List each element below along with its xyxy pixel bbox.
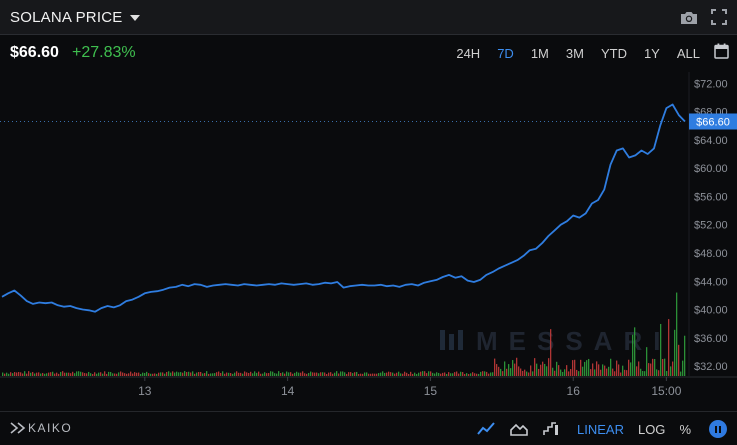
- pause-icon[interactable]: [709, 420, 727, 438]
- y-tick-label: $48.00: [694, 248, 728, 260]
- y-tick-label: $40.00: [694, 305, 728, 317]
- asset-selector[interactable]: SOLANA PRICE: [10, 0, 141, 34]
- range-1y[interactable]: 1Y: [643, 46, 660, 61]
- range-ytd[interactable]: YTD: [600, 46, 627, 61]
- chart-title: SOLANA PRICE: [10, 8, 123, 26]
- range-24h[interactable]: 24H: [456, 46, 481, 61]
- camera-icon[interactable]: [679, 7, 699, 27]
- y-tick-label: $52.00: [694, 220, 728, 232]
- x-tick-label: 15: [424, 384, 438, 398]
- area-chart-icon[interactable]: [508, 419, 530, 439]
- x-tick-label: 14: [281, 384, 295, 398]
- candlestick-chart-icon[interactable]: [541, 419, 563, 439]
- y-tick-label: $64.00: [694, 135, 728, 147]
- range-1m[interactable]: 1M: [530, 46, 549, 61]
- scale-log[interactable]: LOG: [637, 421, 666, 437]
- x-tick-label: 15:00: [651, 384, 681, 398]
- scale-percent[interactable]: %: [679, 421, 691, 437]
- messari-watermark: MESSARI: [440, 326, 671, 356]
- caret-down-icon: [130, 15, 141, 21]
- x-tick-label: 16: [567, 384, 581, 398]
- y-tick-label: $36.00: [694, 333, 728, 345]
- calendar-icon[interactable]: [714, 43, 729, 64]
- volume-bars: [2, 292, 686, 376]
- fullscreen-icon[interactable]: [709, 7, 729, 27]
- messari-logo-icon: [440, 330, 463, 350]
- scale-linear[interactable]: LINEAR: [577, 421, 624, 437]
- last-price-label: $66.60: [696, 116, 730, 128]
- x-axis: 13 14 15 16 15:00: [0, 376, 737, 398]
- price-change: +27.83%: [72, 44, 136, 61]
- chart-footer-bar: KAIKO LINEAR LOG %: [0, 411, 737, 445]
- range-all[interactable]: ALL: [676, 46, 700, 61]
- current-price: $66.60: [10, 44, 59, 61]
- price-line: [1, 103, 686, 313]
- line-chart-icon[interactable]: [475, 419, 497, 439]
- chart-header-bar: SOLANA PRICE: [0, 0, 737, 35]
- kaiko-logo-icon: [10, 422, 26, 434]
- price-row: $66.60 +27.83% 24H 7D 1M 3M YTD 1Y ALL: [0, 34, 737, 72]
- price-chart[interactable]: MESSARI $72.00$68.00$64.00$60.00$56.00$5…: [0, 72, 737, 411]
- x-tick-label: 13: [138, 384, 152, 398]
- y-tick-label: $60.00: [694, 163, 728, 175]
- y-tick-label: $56.00: [694, 191, 728, 203]
- last-price-badge: [689, 113, 737, 130]
- y-axis: $72.00$68.00$64.00$60.00$56.00$52.00$48.…: [688, 72, 728, 376]
- range-3m[interactable]: 3M: [565, 46, 584, 61]
- y-tick-label: $44.00: [694, 276, 728, 288]
- y-tick-label: $72.00: [694, 78, 728, 90]
- range-selector: 24H 7D 1M 3M YTD 1Y ALL: [439, 43, 729, 64]
- data-provider: KAIKO: [10, 421, 72, 435]
- provider-name: KAIKO: [28, 421, 73, 435]
- range-7d[interactable]: 7D: [497, 46, 514, 61]
- y-tick-label: $32.00: [694, 361, 728, 373]
- watermark-text: MESSARI: [476, 326, 671, 356]
